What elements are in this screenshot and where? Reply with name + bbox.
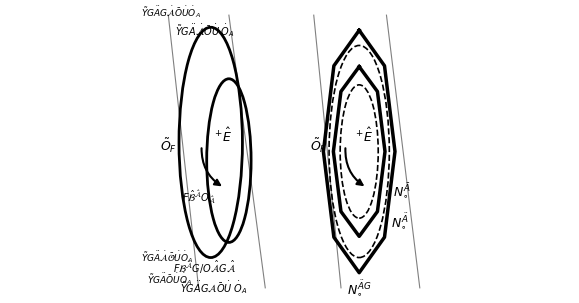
Text: $\tilde{Y}G\ddot{A}G\mathcal{A}\bar{O}\dot{U}\;\dot{O}_A$: $\tilde{Y}G\ddot{A}G\mathcal{A}\bar{O}\d…	[180, 279, 247, 296]
Text: $N^{\bar{A}}_{\circ}$: $N^{\bar{A}}_{\circ}$	[393, 182, 411, 200]
Text: $\tilde{O}_F$: $\tilde{O}_F$	[310, 136, 327, 155]
Text: $\tilde{Y}G\ddot{A}\bar{O}\dot{U}\dot{O}_A$: $\tilde{Y}G\ddot{A}\bar{O}\dot{U}\dot{O}…	[147, 271, 192, 287]
Text: $^+\!\hat{E}$: $^+\!\hat{E}$	[354, 127, 373, 145]
Text: $\tilde{Y}G\ddot{A}\dot{\mathcal{A}}\bar{\mathcal{O}}\dot{U}\dot{O}_A$: $\tilde{Y}G\ddot{A}\dot{\mathcal{A}}\bar…	[141, 250, 193, 265]
Text: $\tilde{Y}G\ddot{A}G\dot{\mathcal{A}}\bar{O}\dot{U}\dot{O}_A$: $\tilde{Y}G\ddot{A}G\dot{\mathcal{A}}\ba…	[141, 4, 201, 20]
Text: $\tilde{O}_F$: $\tilde{O}_F$	[160, 136, 177, 155]
Text: $\tilde{Y}G\ddot{A}\dot{\mathcal{A}}\bar{O}\dot{U}\;\dot{O}_A$: $\tilde{Y}G\ddot{A}\dot{\mathcal{A}}\bar…	[175, 22, 234, 39]
Text: $N^{\ddot{A}}_{\circ}$: $N^{\ddot{A}}_{\circ}$	[391, 211, 409, 231]
Text: $N^{\ddot{A}G}_{\circ}$: $N^{\ddot{A}G}_{\circ}$	[347, 278, 372, 298]
Text: $F\hat{\mathcal{B}}^{\hat{\mathcal{A}}}O_{\hat{\mathcal{A}}}$: $F\hat{\mathcal{B}}^{\hat{\mathcal{A}}}O…	[182, 188, 215, 206]
Text: $F\mathcal{B}^{\hat{\mathcal{A}}}G/O\hat{\mathcal{A}}G\hat{\mathcal{A}}$: $F\mathcal{B}^{\hat{\mathcal{A}}}G/O\hat…	[173, 258, 236, 275]
Text: $^+\!\hat{E}$: $^+\!\hat{E}$	[213, 127, 232, 145]
